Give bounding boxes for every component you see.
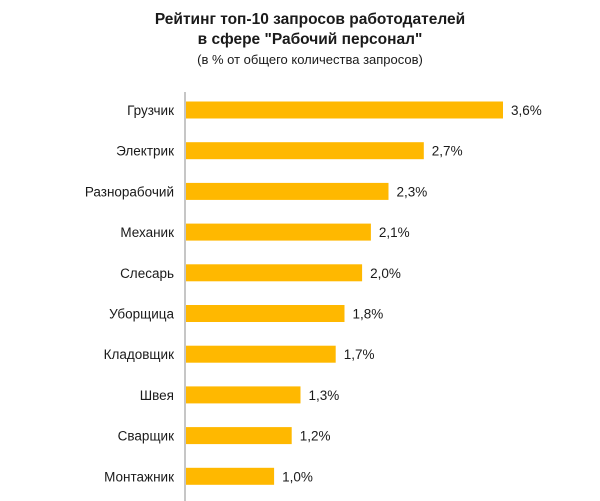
bar-10 [186,467,275,485]
chart-subtitle: (в % от общего количества запросов) [197,52,423,67]
value-label-2: 2,7% [432,144,463,159]
category-label-6: Уборщица [109,307,174,322]
value-label-3: 2,3% [397,184,428,199]
category-label-8: Швея [140,388,174,403]
bar-9 [186,427,292,445]
bar-7 [186,345,336,363]
value-label-1: 3,6% [511,103,542,118]
category-label-9: Сварщик [118,429,174,444]
value-label-10: 1,0% [282,469,313,484]
category-label-7: Кладовщик [104,347,174,362]
chart-title-line-1: Рейтинг топ-10 запросов работодателей [154,11,466,28]
bar-8 [186,386,301,404]
bar-6 [186,305,345,322]
value-label-5: 2,0% [370,266,401,281]
category-label-10: Монтажник [104,469,174,484]
value-label-8: 1,3% [309,388,340,403]
value-label-6: 1,8% [353,307,384,322]
bar-5 [186,264,363,282]
bars-group: Грузчик 3,6% Электрик 2,7% Разнорабочий 2,3% М… [85,101,542,485]
category-label-5: Слесарь [120,266,174,281]
category-label-3: Разнорабочий [85,184,174,199]
value-label-9: 1,2% [300,429,331,444]
category-label-2: Электрик [116,144,174,159]
bar-2 [186,142,424,160]
category-label-4: Механик [120,225,174,240]
bar-3 [186,182,389,200]
chart-header: Рейтинг топ-10 запросов работодателей в … [0,10,600,68]
chart-title-line-2: в сфере "Рабочий персонал" [197,31,423,48]
category-label-1: Грузчик [127,103,174,118]
value-label-7: 1,7% [344,347,375,362]
bar-1 [186,101,503,119]
bar-4 [186,223,371,241]
value-label-4: 2,1% [379,225,410,240]
